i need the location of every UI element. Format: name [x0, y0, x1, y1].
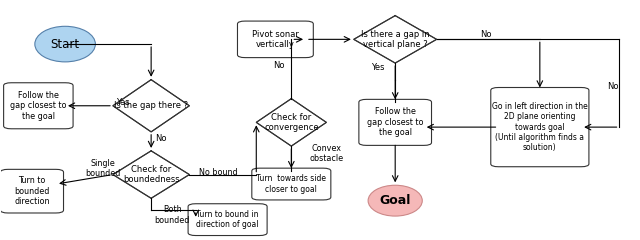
Text: Turn  towards side
closer to goal: Turn towards side closer to goal: [257, 174, 326, 194]
Text: Turn to bound in
direction of goal: Turn to bound in direction of goal: [196, 210, 259, 229]
Text: Follow the
gap closest to
the goal: Follow the gap closest to the goal: [367, 108, 424, 137]
Polygon shape: [354, 16, 436, 63]
Text: Follow the
gap closest to
the goal: Follow the gap closest to the goal: [10, 91, 67, 121]
FancyBboxPatch shape: [188, 204, 267, 235]
Text: No: No: [155, 134, 166, 144]
FancyBboxPatch shape: [359, 99, 431, 145]
Text: No: No: [273, 61, 284, 70]
Text: Single
bounded: Single bounded: [86, 159, 121, 178]
Polygon shape: [256, 99, 326, 146]
Text: No bound: No bound: [198, 168, 237, 177]
Ellipse shape: [368, 185, 422, 216]
Text: Goal: Goal: [380, 194, 411, 207]
FancyBboxPatch shape: [1, 169, 63, 213]
Text: Start: Start: [51, 38, 79, 51]
Text: Check for
boundedness: Check for boundedness: [123, 165, 179, 184]
Text: Both
bounded: Both bounded: [154, 205, 190, 225]
Polygon shape: [113, 80, 189, 132]
Text: Yes: Yes: [116, 98, 129, 107]
Text: Pivot sonar
vertically: Pivot sonar vertically: [252, 30, 299, 49]
FancyBboxPatch shape: [237, 21, 314, 58]
Text: Check for
convergence: Check for convergence: [264, 113, 319, 132]
Text: Convex
obstacle: Convex obstacle: [309, 144, 344, 163]
Text: Is there a gap in
vertical plane ?: Is there a gap in vertical plane ?: [361, 30, 429, 49]
Text: No: No: [607, 82, 619, 91]
Polygon shape: [113, 151, 189, 198]
Ellipse shape: [35, 26, 95, 62]
FancyBboxPatch shape: [491, 88, 589, 167]
Text: Is the gap there ?: Is the gap there ?: [114, 101, 188, 110]
FancyBboxPatch shape: [4, 83, 73, 129]
Text: Yes: Yes: [371, 63, 384, 72]
FancyBboxPatch shape: [252, 168, 331, 200]
Text: No: No: [480, 30, 492, 39]
Text: Turn to
bounded
direction: Turn to bounded direction: [14, 176, 50, 206]
Text: Go in left direction in the
2D plane orienting
towards goal
(Until algorithm fin: Go in left direction in the 2D plane ori…: [492, 102, 588, 152]
